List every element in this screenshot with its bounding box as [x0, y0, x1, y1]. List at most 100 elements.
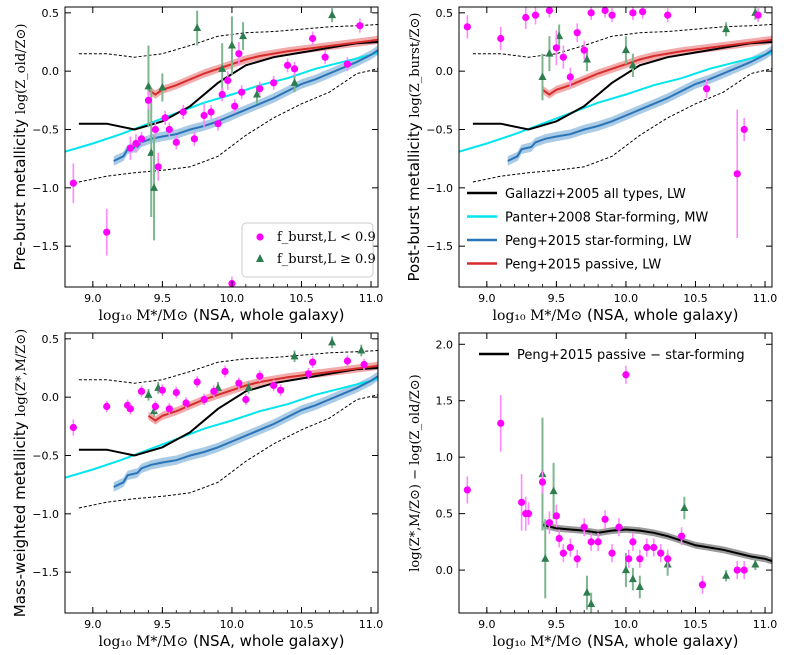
green-triangle-point — [628, 574, 637, 583]
green-triangle-point — [193, 23, 202, 31]
x-axis-label: log₁₀ M*/M⊙ (NSA, whole galaxy) — [493, 306, 739, 324]
magenta-circle-point — [573, 29, 581, 37]
magenta-circle-point — [566, 543, 574, 552]
y-tick-label: 0.0 — [436, 564, 454, 577]
y-axis-label: Mass-weighted metallicity log(Z*,M/Z⊙) — [11, 329, 29, 617]
gallazzi-line — [472, 41, 772, 131]
peng-sf-band — [113, 371, 378, 492]
y-tick-label: −1.0 — [32, 508, 59, 521]
legend-box — [241, 222, 374, 278]
magenta-circle-point — [463, 23, 471, 31]
peng-sf-line — [507, 49, 772, 162]
magenta-circle-point — [343, 60, 351, 68]
green-triangle-point — [328, 10, 337, 19]
peng-sf-line — [113, 375, 378, 488]
y-axis-label: Pre-burst metallicity log(Z_old/Z⊙) — [11, 24, 29, 271]
plot-layer — [463, 365, 772, 613]
magenta-circle-point — [615, 523, 623, 531]
green-triangle-point — [722, 571, 731, 579]
x-tick-label: 10.5 — [683, 618, 708, 631]
legend-label: Peng+2015 passive, LW — [505, 258, 661, 273]
magenta-circle-point — [601, 515, 609, 523]
dashed-lower-line — [78, 394, 378, 509]
magenta-circle-point — [622, 371, 630, 379]
y-tick-label: −1.0 — [32, 182, 59, 195]
magenta-circle-point — [270, 381, 278, 390]
green-triangle-point — [582, 588, 591, 596]
magenta-circle-point — [126, 405, 134, 413]
x-tick-label: 11.0 — [359, 618, 384, 631]
dashed-upper-line — [472, 24, 772, 58]
magenta-circle-point — [242, 395, 250, 404]
magenta-circle-point — [158, 386, 166, 394]
magenta-circle-point — [256, 372, 264, 380]
magenta-circle-point — [664, 11, 672, 19]
x-axis-label-math: log₁₀ M*/M⊙ — [99, 634, 189, 650]
magenta-circle-point — [698, 581, 707, 589]
panel-mass-weighted-metallicity: 9.0 9.5 10.0 10.5 11.0 0.5 0.0 −0.5 −1.0 −1.5 log₁… — [11, 329, 383, 650]
green-triangle-point — [621, 565, 630, 574]
x-axis-label: log₁₀ M*/M⊙ (NSA, whole galaxy) — [493, 632, 739, 650]
legend: f_burst,L < 0.9 f_burst,L ≥ 0.9 — [241, 222, 376, 278]
green-triangle-point — [239, 31, 248, 40]
y-tick-label: 0.5 — [42, 7, 60, 20]
magenta-circle-point — [165, 405, 173, 413]
panter-line — [65, 51, 378, 153]
dashed-upper-line — [78, 350, 378, 384]
magenta-circle-point — [200, 111, 208, 120]
x-tick-label: 9.5 — [548, 618, 566, 631]
axes-frame — [64, 332, 379, 614]
magenta-circle-point — [497, 34, 505, 43]
magenta-circle-point — [221, 367, 229, 376]
y-tick-label: −1.5 — [32, 566, 59, 579]
magenta-circle-point — [559, 549, 567, 557]
legend-label: f_burst,L < 0.9 — [277, 230, 376, 245]
dashed-lower-line — [78, 68, 378, 183]
y-tick-label: −1.5 — [426, 240, 453, 253]
legend-marker-triangle — [256, 254, 264, 262]
magenta-circle-point — [601, 7, 609, 15]
x-axis-label-math: log₁₀ M*/M⊙ — [99, 308, 189, 324]
green-triangle-point — [722, 24, 731, 33]
magenta-circle-point — [664, 555, 672, 563]
y-tick-label: −0.5 — [32, 450, 59, 463]
plot-area — [459, 333, 772, 613]
legend-label: Panter+2008 Star-forming, MW — [505, 211, 708, 226]
magenta-circle-point — [103, 228, 111, 236]
peng-sf-line — [113, 49, 378, 162]
green-triangle-point — [621, 45, 630, 54]
magenta-circle-point — [639, 8, 647, 16]
magenta-circle-point — [608, 549, 616, 557]
x-tick-label: 10.5 — [289, 618, 314, 631]
x-tick-label: 10.0 — [220, 618, 245, 631]
magenta-circle-point — [559, 53, 567, 61]
green-triangle-point — [290, 78, 299, 86]
magenta-circle-point — [132, 139, 140, 148]
green-triangle-point — [751, 559, 760, 568]
magenta-circle-point — [629, 9, 637, 17]
plot-layer — [65, 336, 378, 509]
y-tick-label: −1.0 — [426, 182, 453, 195]
magenta-circle-point — [740, 125, 748, 134]
y-tick-label: 1.5 — [436, 395, 454, 408]
magenta-circle-point — [650, 543, 658, 552]
y-axis-label-math: log(Z*,M/Z⊙) − log(Z_old/Z⊙) — [408, 374, 423, 571]
plot-area — [65, 333, 378, 613]
peng-sf-band — [507, 45, 772, 166]
x-tick-label: 10.0 — [614, 292, 639, 305]
magenta-circle-point — [587, 9, 595, 17]
panel-pre-burst-metallicity: 9.0 9.5 10.0 10.5 11.0 0.5 0.0 −0.5 −1.0 −1.5 log₁… — [11, 6, 383, 324]
x-tick-label: 10.5 — [289, 292, 314, 305]
magenta-circle-point — [256, 85, 264, 93]
magenta-circle-point — [545, 7, 554, 15]
plot-layer — [65, 8, 378, 287]
magenta-circle-point — [657, 549, 665, 557]
y-axis-label: Post-burst metallicity log(Z_burst/Z⊙) — [405, 13, 423, 282]
magenta-circle-point — [545, 519, 554, 527]
y-axis-label-math: log(Z*,M/Z⊙) — [14, 329, 29, 417]
magenta-circle-point — [629, 538, 637, 546]
x-axis-label-text: (NSA, whole galaxy) — [193, 306, 344, 324]
legend-label: Peng+2015 star-forming, LW — [505, 234, 692, 249]
magenta-circle-point — [172, 388, 180, 397]
